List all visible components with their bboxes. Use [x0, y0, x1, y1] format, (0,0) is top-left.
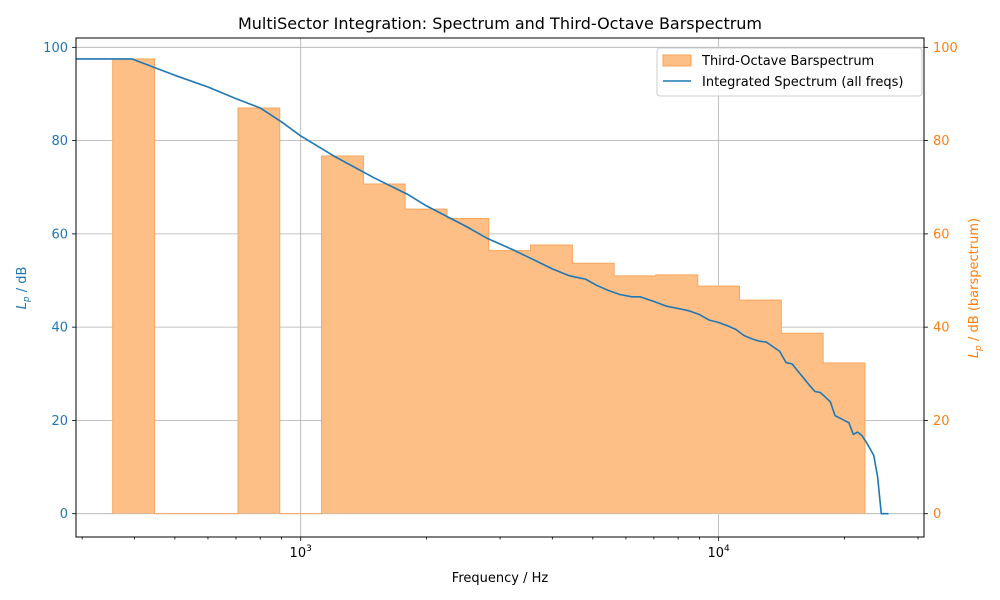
legend-box: [656, 47, 923, 97]
barspectrum-fill: [112, 58, 865, 514]
barspectrum-area: [112, 58, 866, 515]
spectrum-line: [76, 58, 889, 515]
right-y-axis-ticks: 0 20 40 60 80 100: [924, 41, 958, 522]
left-y-axis-ticks: 0 20 40 60 80 100: [43, 41, 76, 522]
x-tick-label: 104: [707, 544, 730, 561]
y-tick-label: 80: [51, 134, 68, 149]
x-axis-label: Frequency / Hz: [452, 571, 549, 586]
barspectrum-edge: [112, 58, 866, 515]
y-tick-label: 20: [51, 414, 68, 429]
legend-swatch-barspectrum: [662, 54, 692, 67]
y2-tick-label: 80: [933, 134, 950, 149]
y-tick-label: 40: [51, 321, 68, 336]
spectrum-polyline: [76, 58, 889, 515]
legend-label-spectrum: Integrated Spectrum (all freqs): [702, 75, 903, 90]
y2-tick-label: 100: [933, 41, 958, 56]
y2-tick-label: 60: [933, 227, 950, 242]
right-y-axis-label: Lp / dB (barspectrum): [967, 218, 984, 358]
y2-tick-label: 40: [933, 321, 950, 336]
left-y-axis-label: Lp / dB: [15, 267, 32, 310]
legend: Third-Octave Barspectrum Integrated Spec…: [656, 47, 923, 97]
legend-label-barspectrum: Third-Octave Barspectrum: [701, 54, 874, 69]
y2-tick-label: 0: [933, 507, 941, 522]
y-tick-label: 100: [43, 41, 68, 56]
x-tick-label: 103: [290, 544, 312, 561]
x-axis-ticks: 103 104: [81, 537, 919, 561]
chart-title: MultiSector Integration: Spectrum and Th…: [238, 14, 762, 33]
y-tick-label: 0: [60, 507, 68, 522]
y2-tick-label: 20: [933, 414, 950, 429]
y-tick-label: 60: [51, 227, 68, 242]
